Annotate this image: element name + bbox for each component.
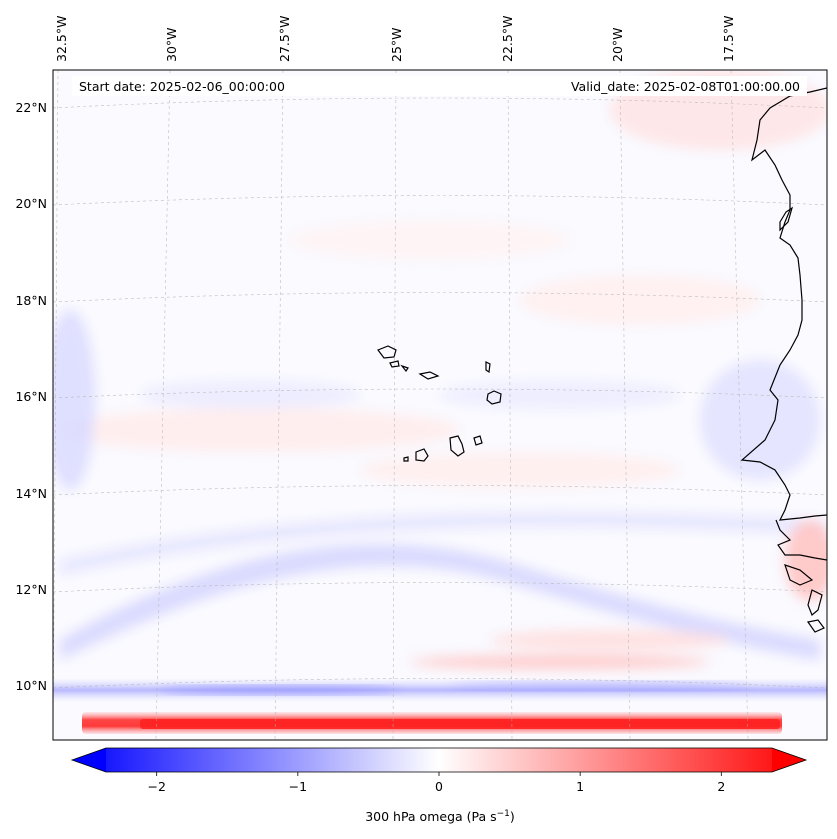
colorbar-title-close: ): [510, 809, 515, 824]
map-frame: [52, 69, 828, 741]
lon-label: 22.5°W: [500, 16, 515, 62]
colorbar-title-main: 300 hPa omega (Pa s: [365, 809, 496, 824]
colorbar-tick-label: 1: [576, 779, 584, 794]
colorbar-tick-label: −2: [147, 779, 165, 794]
lon-label: 20°W: [610, 27, 625, 62]
lon-label: 17.5°W: [721, 16, 736, 62]
lat-label: 14°N: [15, 486, 47, 501]
lat-label: 10°N: [15, 678, 47, 693]
omega-field: [53, 70, 827, 740]
colorbar-extend-min: [72, 748, 106, 772]
lon-label: 30°W: [164, 27, 179, 62]
red-band-core: [140, 719, 780, 729]
header-band: [72, 76, 807, 96]
colorbar-title: 300 hPa omega (Pa s−1): [365, 809, 515, 824]
lat-label: 18°N: [15, 293, 47, 308]
colorbar-tick-label: 0: [435, 779, 443, 794]
valid-date-label: Valid_date: 2025-02-08T01:00:00.00: [571, 79, 800, 94]
lat-label: 22°N: [15, 100, 47, 115]
colorbar-body: [72, 748, 806, 772]
gridlines: [53, 70, 827, 740]
lat-label: 12°N: [15, 582, 47, 597]
colorbar-ticks: −2 −1 0 1 2: [147, 772, 725, 794]
lon-label: 32.5°W: [54, 16, 69, 62]
lon-labels: 32.5°W 30°W 27.5°W 25°W 22.5°W 20°W 17.5…: [54, 16, 736, 62]
lon-label: 25°W: [389, 27, 404, 62]
lon-label: 27.5°W: [277, 16, 292, 62]
colorbar-tick-label: 2: [717, 779, 725, 794]
field-patches: [53, 70, 827, 669]
lat-label: 16°N: [15, 389, 47, 404]
colorbar-outline: [70, 747, 808, 773]
africa-coastline: [740, 87, 827, 633]
cape-verde-islands: [377, 345, 502, 462]
lat-labels: 22°N 20°N 18°N 16°N 14°N 12°N 10°N: [15, 100, 47, 693]
lat-label: 20°N: [15, 196, 47, 211]
colorbar-extend-max: [772, 748, 806, 772]
colorbar-tick-label: −1: [289, 779, 307, 794]
colorbar: −2 −1 0 1 2 300 hPa omega (Pa s−1): [70, 747, 808, 824]
start-date-label: Start date: 2025-02-06_00:00:00: [79, 79, 285, 94]
colorbar-title-exp: −1: [497, 809, 510, 819]
